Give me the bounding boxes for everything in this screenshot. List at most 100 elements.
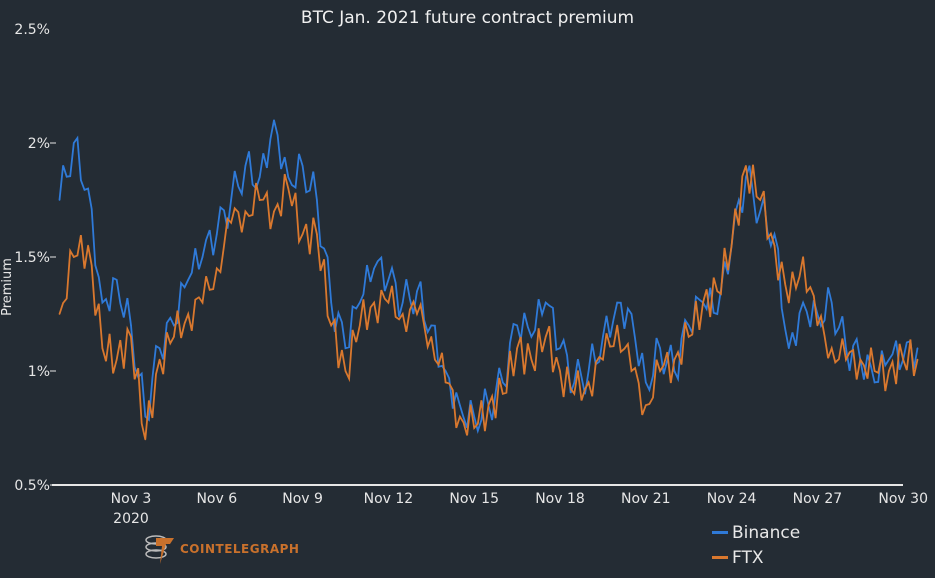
data-point-ftx (788, 301, 790, 304)
ftx-swatch (712, 556, 728, 559)
data-point-ftx (544, 336, 547, 338)
legend: Binance FTX (712, 520, 800, 570)
data-point-binance (316, 199, 318, 201)
data-point-ftx (287, 187, 290, 190)
data-point-ftx (630, 370, 633, 372)
data-point-ftx (230, 222, 232, 224)
data-point-binance (301, 165, 304, 167)
data-point-binance (115, 279, 118, 281)
data-point-binance (444, 370, 447, 372)
data-point-ftx (730, 244, 733, 247)
x-year-label: 2020 (113, 511, 149, 527)
data-point-binance (158, 347, 161, 350)
data-point-binance (573, 381, 576, 384)
data-point-ftx (416, 313, 418, 315)
data-point-ftx (401, 313, 404, 315)
x-tick-label: Nov 6 (196, 491, 237, 507)
series-line-binance (58, 119, 919, 434)
data-point-ftx (687, 336, 690, 338)
data-point-binance (816, 313, 819, 315)
data-point-ftx (344, 370, 347, 372)
data-point-ftx (573, 393, 576, 395)
data-point-binance (888, 358, 890, 361)
data-point-binance (687, 324, 690, 327)
data-point-ftx (473, 427, 476, 429)
data-point-binance (716, 313, 719, 315)
data-point-ftx (173, 336, 175, 338)
x-tick-label: Nov 15 (449, 491, 499, 507)
data-point-binance (659, 347, 661, 350)
data-point-ftx (87, 244, 89, 247)
data-point-ftx (187, 313, 189, 315)
data-point-binance (344, 347, 347, 350)
data-point-binance (416, 290, 418, 293)
data-point-binance (330, 301, 333, 304)
data-point-ftx (330, 324, 333, 327)
data-point-ftx (873, 370, 876, 372)
data-point-ftx (702, 301, 704, 304)
cointelegraph-logo: COINTELEGRAPH (142, 532, 299, 566)
logo-text: COINTELEGRAPH (180, 542, 300, 556)
data-point-ftx (816, 324, 819, 327)
data-point-binance (58, 199, 61, 201)
data-point-binance (516, 324, 518, 327)
data-point-ftx (516, 347, 518, 350)
data-point-ftx (430, 336, 433, 338)
data-point-binance (473, 415, 476, 418)
data-point-ftx (845, 358, 847, 361)
data-point-binance (187, 279, 189, 281)
data-point-ftx (659, 370, 661, 372)
chart-title: BTC Jan. 2021 future contract premium (300, 8, 635, 28)
y-tick-label: 1% (28, 364, 50, 380)
data-point-binance (802, 301, 804, 304)
data-point-binance (830, 301, 833, 304)
data-point-binance (130, 324, 132, 327)
data-point-binance (630, 313, 633, 315)
binance-swatch (712, 531, 728, 534)
data-point-ftx (559, 370, 561, 372)
data-point-binance (502, 381, 504, 384)
legend-label: FTX (732, 547, 764, 568)
data-point-binance (845, 347, 847, 350)
data-point-ftx (359, 324, 361, 327)
x-tick-label: Nov 18 (535, 491, 585, 507)
x-tick-label: Nov 3 (111, 491, 152, 507)
data-point-binance (430, 324, 433, 327)
data-point-ftx (645, 404, 647, 407)
data-point-ftx (301, 233, 304, 235)
x-tick-label: Nov 9 (282, 491, 323, 507)
data-point-binance (616, 301, 618, 304)
legend-item-binance[interactable]: Binance (712, 520, 800, 545)
data-point-ftx (387, 301, 390, 304)
x-tick-label: Nov 12 (364, 491, 414, 507)
data-point-binance (645, 381, 647, 384)
data-point-ftx (859, 358, 862, 361)
data-point-ftx (316, 233, 318, 235)
data-point-binance (587, 370, 590, 372)
x-tick-label: Nov 27 (793, 491, 843, 507)
data-point-ftx (673, 358, 676, 361)
y-tick-label: 0.5% (14, 478, 50, 494)
data-point-ftx (587, 381, 590, 384)
data-point-ftx (502, 393, 504, 395)
data-point-binance (916, 347, 919, 350)
data-point-ftx (487, 404, 490, 407)
legend-label: Binance (732, 522, 801, 543)
data-point-ftx (258, 199, 261, 201)
data-point-binance (559, 347, 561, 350)
data-point-binance (273, 119, 275, 121)
data-point-binance (544, 301, 547, 304)
x-tick-label: Nov 24 (707, 491, 757, 507)
data-point-ftx (902, 358, 904, 361)
data-point-binance (873, 381, 876, 384)
x-tick-label: Nov 21 (621, 491, 671, 507)
data-point-ftx (759, 199, 761, 201)
data-point-ftx (216, 267, 218, 270)
data-point-binance (530, 336, 533, 338)
data-point-ftx (73, 256, 75, 258)
legend-item-ftx[interactable]: FTX (712, 545, 800, 570)
data-point-binance (216, 233, 218, 235)
data-point-binance (144, 415, 147, 418)
data-point-binance (87, 187, 89, 190)
